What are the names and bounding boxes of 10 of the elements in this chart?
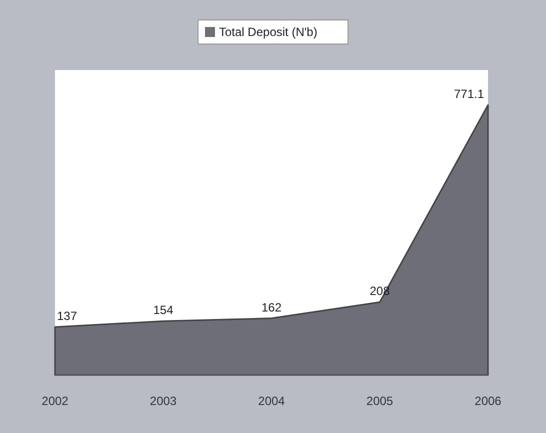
data-label: 162	[261, 300, 282, 314]
x-tick-label: 2004	[258, 394, 286, 408]
x-tick-label: 2003	[150, 394, 177, 408]
legend-label: Total Deposit (N'b)	[219, 25, 318, 39]
data-label: 771.1	[454, 87, 484, 101]
x-tick-label: 2006	[474, 394, 502, 408]
x-tick-label: 2002	[42, 394, 69, 408]
x-tick-label: 2005	[366, 394, 394, 408]
data-label: 154	[153, 303, 174, 318]
data-label: 137	[57, 309, 78, 324]
